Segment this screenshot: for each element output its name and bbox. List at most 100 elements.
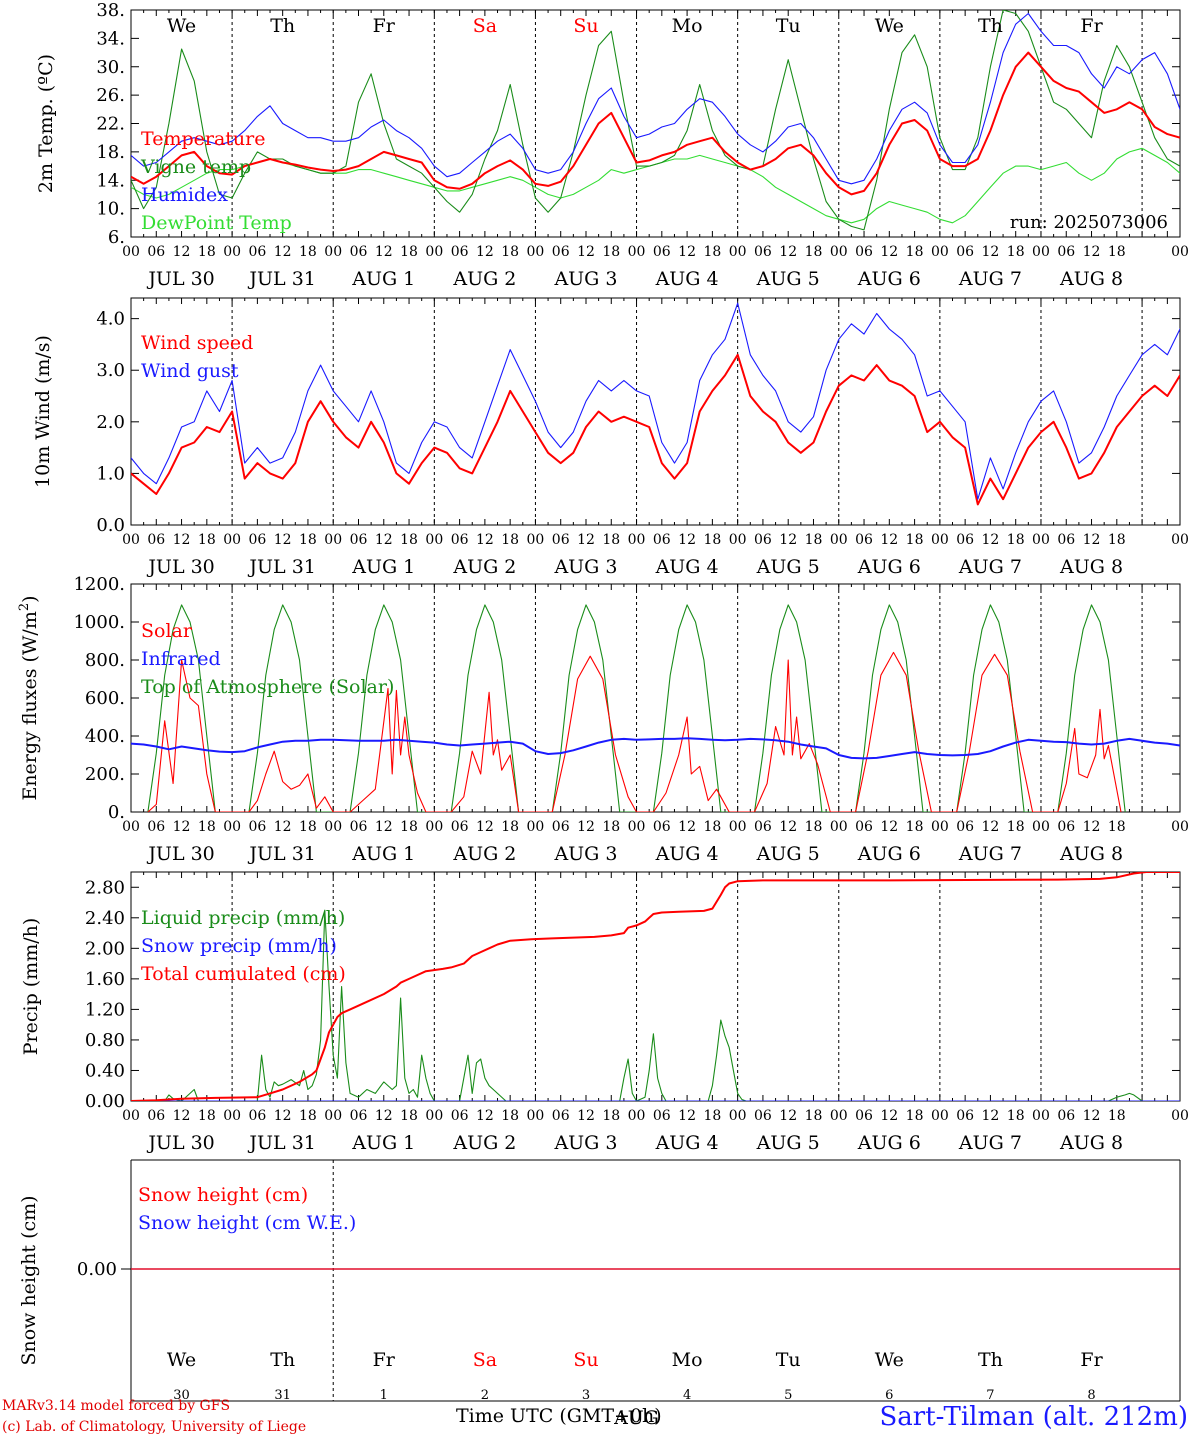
hour-label: 12	[779, 244, 797, 260]
hour-label: 18	[906, 532, 924, 548]
hour-label: 18	[400, 532, 418, 548]
hour-label: 06	[956, 244, 974, 260]
hour-label: 06	[248, 244, 266, 260]
day-number-label: 8	[1087, 1388, 1095, 1403]
date-label: AUG 5	[756, 1132, 820, 1154]
legend-liquid-precip-mm-h: Liquid precip (mm/h)	[141, 907, 345, 929]
hour-label: 06	[754, 819, 772, 835]
series-wind-speed	[131, 353, 1180, 506]
weekday-label: Th	[270, 1349, 295, 1371]
weekday-label: Sa	[473, 1349, 497, 1371]
hour-label: 00	[425, 819, 443, 835]
y-tick-label: 1200.	[73, 574, 125, 595]
hour-label: 00	[527, 532, 545, 548]
hour-label: 18	[400, 244, 418, 260]
day-number-label: 6	[885, 1388, 893, 1403]
date-label: AUG 4	[655, 843, 719, 865]
date-label: AUG 7	[958, 843, 1022, 865]
hour-label: 06	[552, 819, 570, 835]
date-label: AUG 7	[958, 556, 1022, 578]
hour-label: 00	[1032, 1108, 1050, 1124]
hour-label: 00	[830, 1108, 848, 1124]
date-label: AUG 8	[1059, 1132, 1123, 1154]
y-tick-label: 3.0	[96, 360, 125, 381]
y-tick-label: 0.40	[85, 1060, 125, 1081]
hour-label: 12	[375, 819, 393, 835]
hour-label: 18	[198, 532, 216, 548]
hour-label: 12	[173, 532, 191, 548]
y-tick-label: 2.40	[85, 908, 125, 929]
hour-label: 06	[754, 1108, 772, 1124]
y-tick-label: 10.	[96, 199, 125, 220]
weekday-label: We	[167, 1349, 196, 1371]
hour-label: 06	[1057, 532, 1075, 548]
y-tick-label: 600.	[85, 688, 125, 709]
hour-label: 06	[350, 819, 368, 835]
hour-label: 00	[830, 819, 848, 835]
hour-label: 06	[552, 532, 570, 548]
hour-label: 18	[1108, 244, 1126, 260]
hour-label: 00	[223, 1108, 241, 1124]
hour-label: 18	[198, 244, 216, 260]
date-label: JUL 30	[146, 556, 214, 578]
hour-label: 00	[122, 532, 140, 548]
hour-label: 18	[805, 1108, 823, 1124]
series-top-of-atmosphere-solar	[147, 604, 1126, 812]
hour-label: 18	[1007, 532, 1025, 548]
hour-label: 00	[425, 1108, 443, 1124]
hour-label: 00	[425, 532, 443, 548]
legend-temperature: Temperature	[141, 128, 265, 150]
day-number-label: 7	[986, 1388, 994, 1403]
x-axis-overlap-label: AUG	[613, 1407, 659, 1429]
hour-label: 12	[880, 819, 898, 835]
day-number-label: 4	[683, 1388, 691, 1403]
hour-label: 18	[805, 244, 823, 260]
weekday-header: Sa	[473, 15, 497, 37]
hour-label: 06	[248, 819, 266, 835]
hour-label: 12	[678, 1108, 696, 1124]
hour-label: 12	[375, 244, 393, 260]
hour-label: 06	[248, 1108, 266, 1124]
series-infrared	[131, 737, 1180, 760]
hour-label: 06	[653, 819, 671, 835]
date-label: AUG 3	[553, 1132, 617, 1154]
weekday-header: Fr	[373, 15, 396, 37]
hour-label: 00	[324, 1108, 342, 1124]
hour-label: 12	[577, 819, 595, 835]
hour-label: 00	[1032, 819, 1050, 835]
y-tick-label: 2.0	[96, 412, 125, 433]
legend-snow-height-cm: Snow height (cm)	[138, 1184, 308, 1206]
hour-label: 18	[602, 1108, 620, 1124]
date-label: AUG 3	[553, 843, 617, 865]
panel-precip	[130, 871, 1181, 1102]
hour-label: 06	[350, 244, 368, 260]
hour-label: 12	[982, 244, 1000, 260]
hour-label: 18	[299, 244, 317, 260]
hour-label: 18	[400, 819, 418, 835]
date-label: AUG 1	[351, 556, 415, 578]
day-number-label: 1	[380, 1388, 388, 1403]
hour-label: 00	[527, 819, 545, 835]
legend-wind-gust: Wind gust	[141, 360, 239, 382]
hour-label: 12	[274, 1108, 292, 1124]
credit-line-2: (c) Lab. of Climatology, University of L…	[2, 1419, 307, 1435]
series-solar	[147, 651, 1122, 812]
date-label: AUG 7	[958, 268, 1022, 290]
hour-label: 18	[703, 244, 721, 260]
hour-label: 06	[653, 1108, 671, 1124]
legend-total-cumulated-cm: Total cumulated (cm)	[141, 963, 346, 985]
hour-label: 00	[223, 819, 241, 835]
hour-label: 00	[425, 244, 443, 260]
legend-humidex: Humidex	[141, 184, 228, 206]
hour-label: 06	[248, 532, 266, 548]
date-label: AUG 2	[452, 556, 516, 578]
hour-label: 12	[173, 1108, 191, 1124]
hour-label: 12	[1083, 819, 1101, 835]
legend-solar: Solar	[141, 620, 193, 642]
weekday-header: We	[167, 15, 196, 37]
date-label: AUG 4	[655, 1132, 719, 1154]
weekday-label: We	[875, 1349, 904, 1371]
hour-label: 18	[703, 1108, 721, 1124]
series-vigne-temp	[131, 10, 1180, 231]
